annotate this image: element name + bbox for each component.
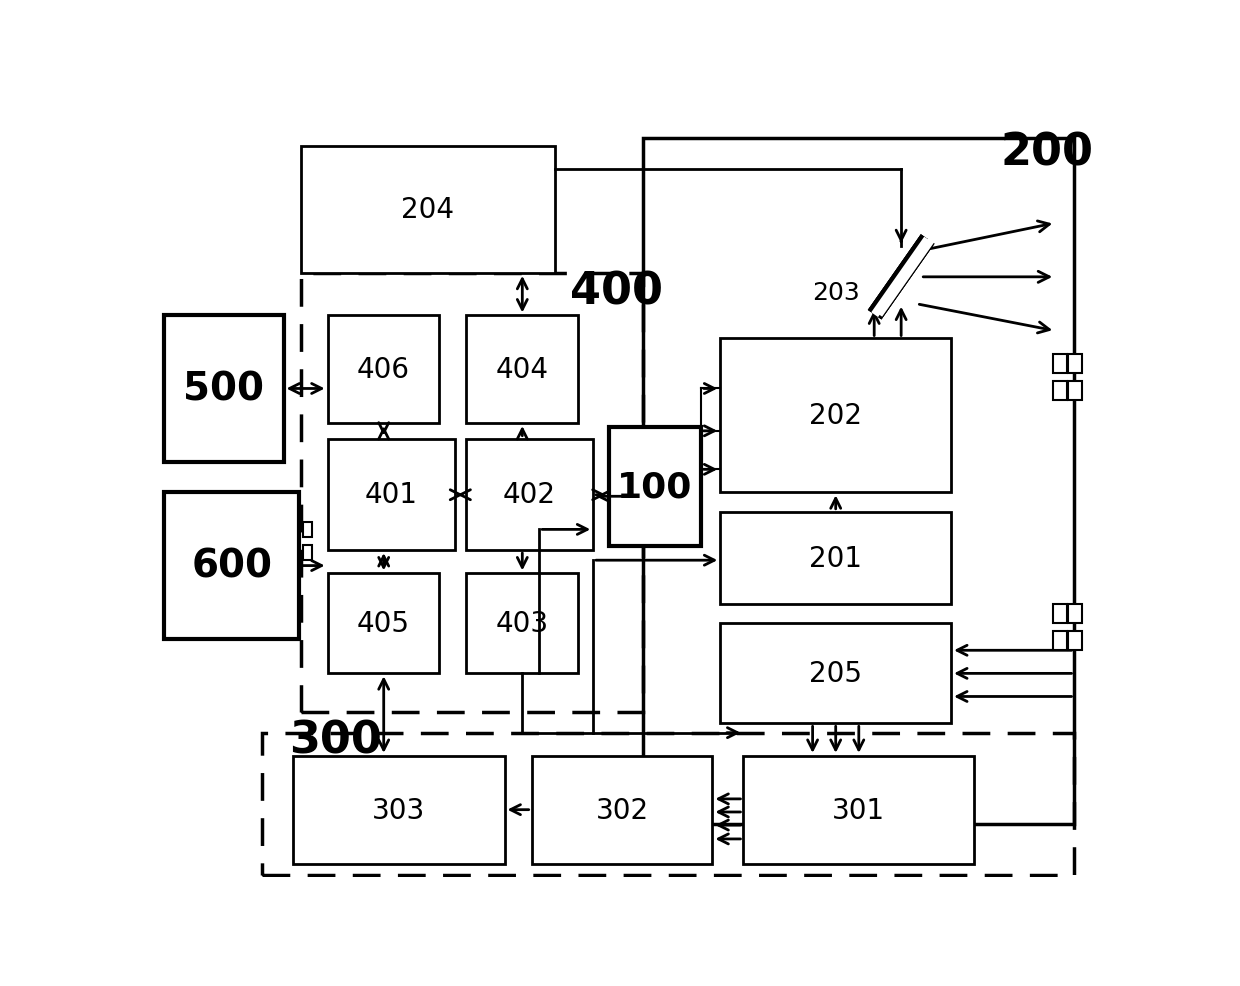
Text: 100: 100 — [618, 470, 692, 504]
FancyBboxPatch shape — [1053, 382, 1066, 400]
FancyBboxPatch shape — [1068, 604, 1083, 624]
FancyBboxPatch shape — [1068, 382, 1083, 400]
FancyBboxPatch shape — [327, 316, 439, 424]
Text: 406: 406 — [357, 356, 410, 384]
Text: 202: 202 — [810, 402, 862, 430]
Text: 303: 303 — [372, 796, 425, 824]
FancyBboxPatch shape — [720, 624, 951, 724]
FancyBboxPatch shape — [1053, 355, 1066, 374]
Text: 204: 204 — [401, 196, 454, 224]
FancyBboxPatch shape — [466, 439, 593, 550]
Text: 300: 300 — [289, 719, 382, 762]
Text: 203: 203 — [812, 281, 859, 305]
FancyBboxPatch shape — [293, 756, 505, 864]
FancyBboxPatch shape — [1053, 604, 1066, 624]
FancyBboxPatch shape — [1068, 631, 1083, 651]
FancyBboxPatch shape — [300, 147, 554, 274]
Text: 405: 405 — [357, 609, 410, 638]
Text: 403: 403 — [495, 609, 548, 638]
Text: 500: 500 — [184, 370, 264, 408]
Text: 302: 302 — [595, 796, 649, 824]
Text: 600: 600 — [191, 547, 272, 585]
FancyBboxPatch shape — [164, 316, 284, 462]
FancyBboxPatch shape — [1053, 631, 1066, 651]
FancyBboxPatch shape — [720, 339, 951, 493]
FancyBboxPatch shape — [303, 523, 312, 537]
Text: 200: 200 — [1001, 131, 1094, 175]
Text: 404: 404 — [496, 356, 548, 384]
FancyBboxPatch shape — [466, 574, 578, 673]
FancyBboxPatch shape — [532, 756, 713, 864]
Text: 205: 205 — [810, 660, 862, 687]
Text: 201: 201 — [810, 544, 862, 572]
FancyBboxPatch shape — [743, 756, 975, 864]
FancyBboxPatch shape — [327, 439, 455, 550]
Text: 402: 402 — [503, 481, 556, 509]
FancyBboxPatch shape — [164, 493, 299, 639]
Text: 301: 301 — [832, 796, 885, 824]
FancyBboxPatch shape — [720, 512, 951, 604]
FancyBboxPatch shape — [644, 139, 1074, 823]
FancyBboxPatch shape — [609, 428, 701, 547]
FancyBboxPatch shape — [466, 316, 578, 424]
FancyBboxPatch shape — [1068, 355, 1083, 374]
FancyBboxPatch shape — [327, 574, 439, 673]
Text: 400: 400 — [569, 270, 662, 313]
FancyBboxPatch shape — [303, 545, 312, 561]
Text: 401: 401 — [365, 481, 418, 509]
